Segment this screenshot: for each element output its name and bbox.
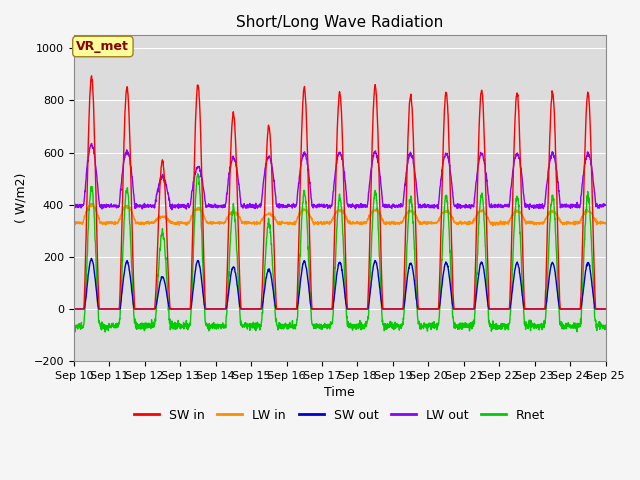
LW in <box>355 219 363 225</box>
LW in <box>87 201 95 206</box>
SW out <box>88 255 95 261</box>
LW out <box>602 202 609 208</box>
Text: VR_met: VR_met <box>76 40 129 53</box>
Rnet <box>367 256 374 262</box>
LW out <box>88 141 95 146</box>
Rnet <box>70 324 77 330</box>
X-axis label: Time: Time <box>324 386 355 399</box>
Rnet <box>194 171 202 177</box>
Rnet <box>495 325 502 331</box>
LW out <box>168 207 175 213</box>
Legend: SW in, LW in, SW out, LW out, Rnet: SW in, LW in, SW out, LW out, Rnet <box>129 404 550 427</box>
LW in <box>218 220 226 226</box>
Line: LW out: LW out <box>74 144 605 210</box>
LW out <box>355 205 363 211</box>
SW in <box>494 306 502 312</box>
LW out <box>555 188 563 193</box>
Title: Short/Long Wave Radiation: Short/Long Wave Radiation <box>236 15 444 30</box>
Rnet <box>555 306 563 312</box>
SW out <box>555 299 563 305</box>
Line: Rnet: Rnet <box>74 174 605 332</box>
LW out <box>70 203 77 209</box>
Line: LW in: LW in <box>74 204 605 226</box>
LW in <box>570 221 577 227</box>
Rnet <box>101 329 109 335</box>
LW in <box>367 213 374 219</box>
LW out <box>570 204 577 209</box>
LW out <box>219 204 227 210</box>
Line: SW out: SW out <box>74 258 605 309</box>
Rnet <box>219 321 227 326</box>
Rnet <box>570 324 577 329</box>
SW out <box>355 306 363 312</box>
LW in <box>489 223 497 229</box>
LW in <box>602 221 609 227</box>
SW out <box>570 306 577 312</box>
SW out <box>494 306 502 312</box>
SW out <box>218 306 226 312</box>
SW in <box>570 306 577 312</box>
SW in <box>88 73 95 79</box>
SW out <box>367 286 374 292</box>
LW in <box>495 221 502 227</box>
Rnet <box>602 324 609 330</box>
LW out <box>495 201 502 207</box>
SW in <box>555 267 563 273</box>
SW out <box>602 306 609 312</box>
SW in <box>367 205 374 211</box>
LW in <box>555 217 563 223</box>
LW in <box>70 221 77 227</box>
Y-axis label: ( W/m2): ( W/m2) <box>15 173 28 223</box>
Rnet <box>355 321 363 326</box>
SW in <box>70 306 77 312</box>
SW in <box>218 306 226 312</box>
SW in <box>602 306 609 312</box>
Line: SW in: SW in <box>74 76 605 309</box>
LW out <box>367 169 374 175</box>
SW out <box>70 306 77 312</box>
SW in <box>355 306 363 312</box>
